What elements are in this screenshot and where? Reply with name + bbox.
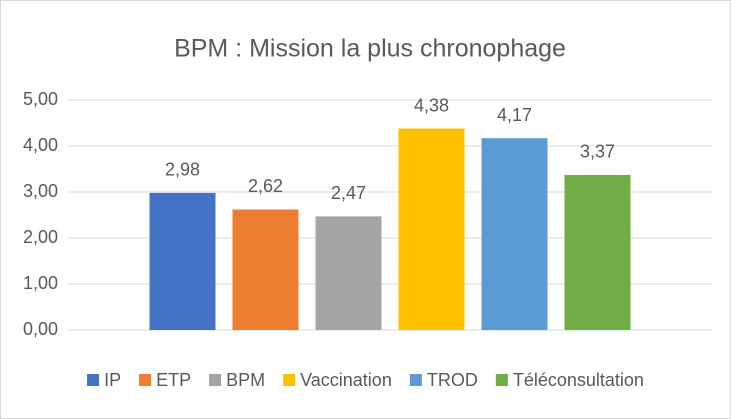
legend-label: Téléconsultation xyxy=(513,370,644,390)
chart-title: BPM : Mission la plus chronophage xyxy=(174,35,566,63)
value-label: 3,37 xyxy=(580,142,615,162)
bar xyxy=(232,209,299,330)
legend-swatch xyxy=(139,374,152,386)
legend-swatch xyxy=(409,374,422,386)
bar xyxy=(149,192,216,330)
value-label: 4,17 xyxy=(497,105,532,125)
legend-label: TROD xyxy=(427,370,478,390)
legend-swatch xyxy=(209,374,222,386)
value-label: 4,38 xyxy=(414,95,449,115)
legend-label: ETP xyxy=(156,370,191,390)
legend-label: BPM xyxy=(226,370,265,390)
value-label: 2,62 xyxy=(248,176,283,196)
value-label: 2,47 xyxy=(331,183,366,203)
bar xyxy=(398,128,465,330)
y-tick-label: 5,00 xyxy=(23,89,58,109)
y-tick-label: 4,00 xyxy=(23,135,58,155)
y-tick-label: 1,00 xyxy=(23,273,58,293)
legend-swatch xyxy=(87,374,100,386)
y-tick-label: 3,00 xyxy=(23,181,58,201)
legend-label: Vaccination xyxy=(300,370,392,390)
legend-label: IP xyxy=(104,370,121,390)
bar xyxy=(481,138,548,330)
legend-swatch xyxy=(495,374,508,386)
bar xyxy=(315,216,382,330)
legend-swatch xyxy=(283,374,296,386)
y-tick-label: 0,00 xyxy=(23,319,58,339)
value-label: 2,98 xyxy=(165,160,200,180)
y-tick-label: 2,00 xyxy=(23,227,58,247)
bar xyxy=(564,174,631,330)
